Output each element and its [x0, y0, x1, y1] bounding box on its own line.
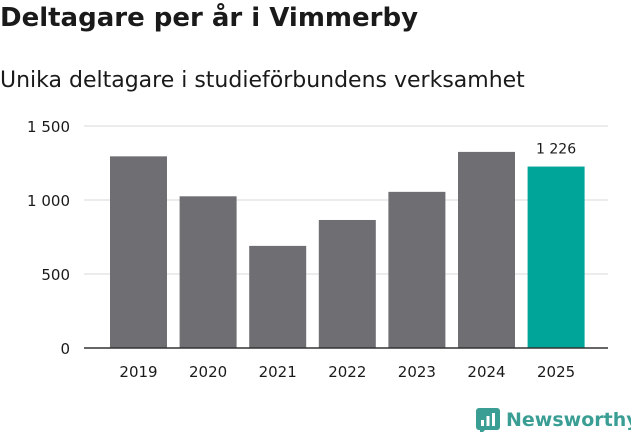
- x-tick-label: 2019: [119, 363, 157, 381]
- y-tick-label: 1 500: [27, 118, 70, 136]
- brand-logo: Newsworthy: [476, 408, 631, 432]
- x-tick-label: 2024: [467, 363, 505, 381]
- y-tick-label: 0: [60, 340, 70, 358]
- x-tick-label: 2021: [259, 363, 297, 381]
- bar-2025: [527, 166, 585, 348]
- bar-2024: [458, 151, 515, 348]
- bar-2021: [249, 245, 307, 348]
- bar-2023: [388, 191, 446, 348]
- bar-2022: [318, 219, 376, 348]
- chart-subtitle: Unika deltagare i studieförbundens verks…: [0, 68, 525, 93]
- bar-2019: [110, 156, 167, 348]
- x-tick-label: 2022: [328, 363, 366, 381]
- brand-name: Newsworthy: [506, 409, 631, 431]
- x-tick-label: 2025: [537, 363, 575, 381]
- newsworthy-logo-icon: [476, 408, 500, 432]
- y-tick-label: 1 000: [27, 192, 70, 210]
- bar-2020: [179, 196, 237, 348]
- x-tick-label: 2023: [398, 363, 436, 381]
- y-tick-label: 500: [41, 266, 70, 284]
- data-label: 1 226: [536, 142, 576, 158]
- chart-title: Deltagare per år i Vimmerby: [0, 3, 419, 33]
- x-tick-label: 2020: [189, 363, 227, 381]
- bar-chart: 0 500 1 000 1 500 2019 2020 2021 2022 2023 2024 20…: [27, 118, 608, 381]
